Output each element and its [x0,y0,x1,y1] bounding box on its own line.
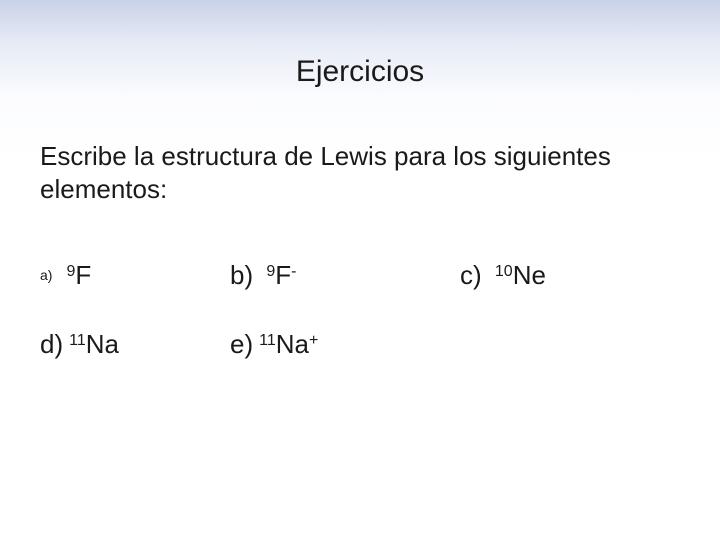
item-e-sup: 11 [259,332,276,349]
item-c-sup: 10 [495,263,513,280]
item-c-label: c) [460,260,482,290]
item-d: d) 11Na [40,329,230,360]
exercise-items: a)9F b) 9F- c) 10Ne d)11Na e)11Na+ [40,260,680,398]
row-1: a)9F b) 9F- c) 10Ne [40,260,680,291]
item-e: e) 11Na+ [230,329,460,360]
prompt-text: Escribe la estructura de Lewis para los … [40,140,680,205]
item-d-sup: 11 [69,332,86,349]
item-c-symbol: Ne [513,260,546,290]
item-e-charge: + [309,332,318,349]
item-b-sup: 9 [266,263,275,280]
item-b-label: b) [230,260,253,290]
row-2: d)11Na e)11Na+ [40,329,680,360]
item-a: a)9F [40,260,230,291]
item-b-symbol: F [275,260,291,290]
item-e-label: e) [230,329,253,359]
item-b: b) 9F- [230,260,460,291]
item-a-label: a) [40,267,52,283]
slide-title: Ejercicios [0,55,720,89]
slide: Ejercicios Escribe la estructura de Lewi… [0,0,720,540]
item-d-symbol: Na [86,329,119,359]
item-e-symbol: Na [276,329,309,359]
item-c: c) 10Ne [460,260,546,291]
item-a-symbol: F [75,260,91,290]
item-d-label: d) [40,329,63,359]
item-b-charge: - [291,263,296,280]
